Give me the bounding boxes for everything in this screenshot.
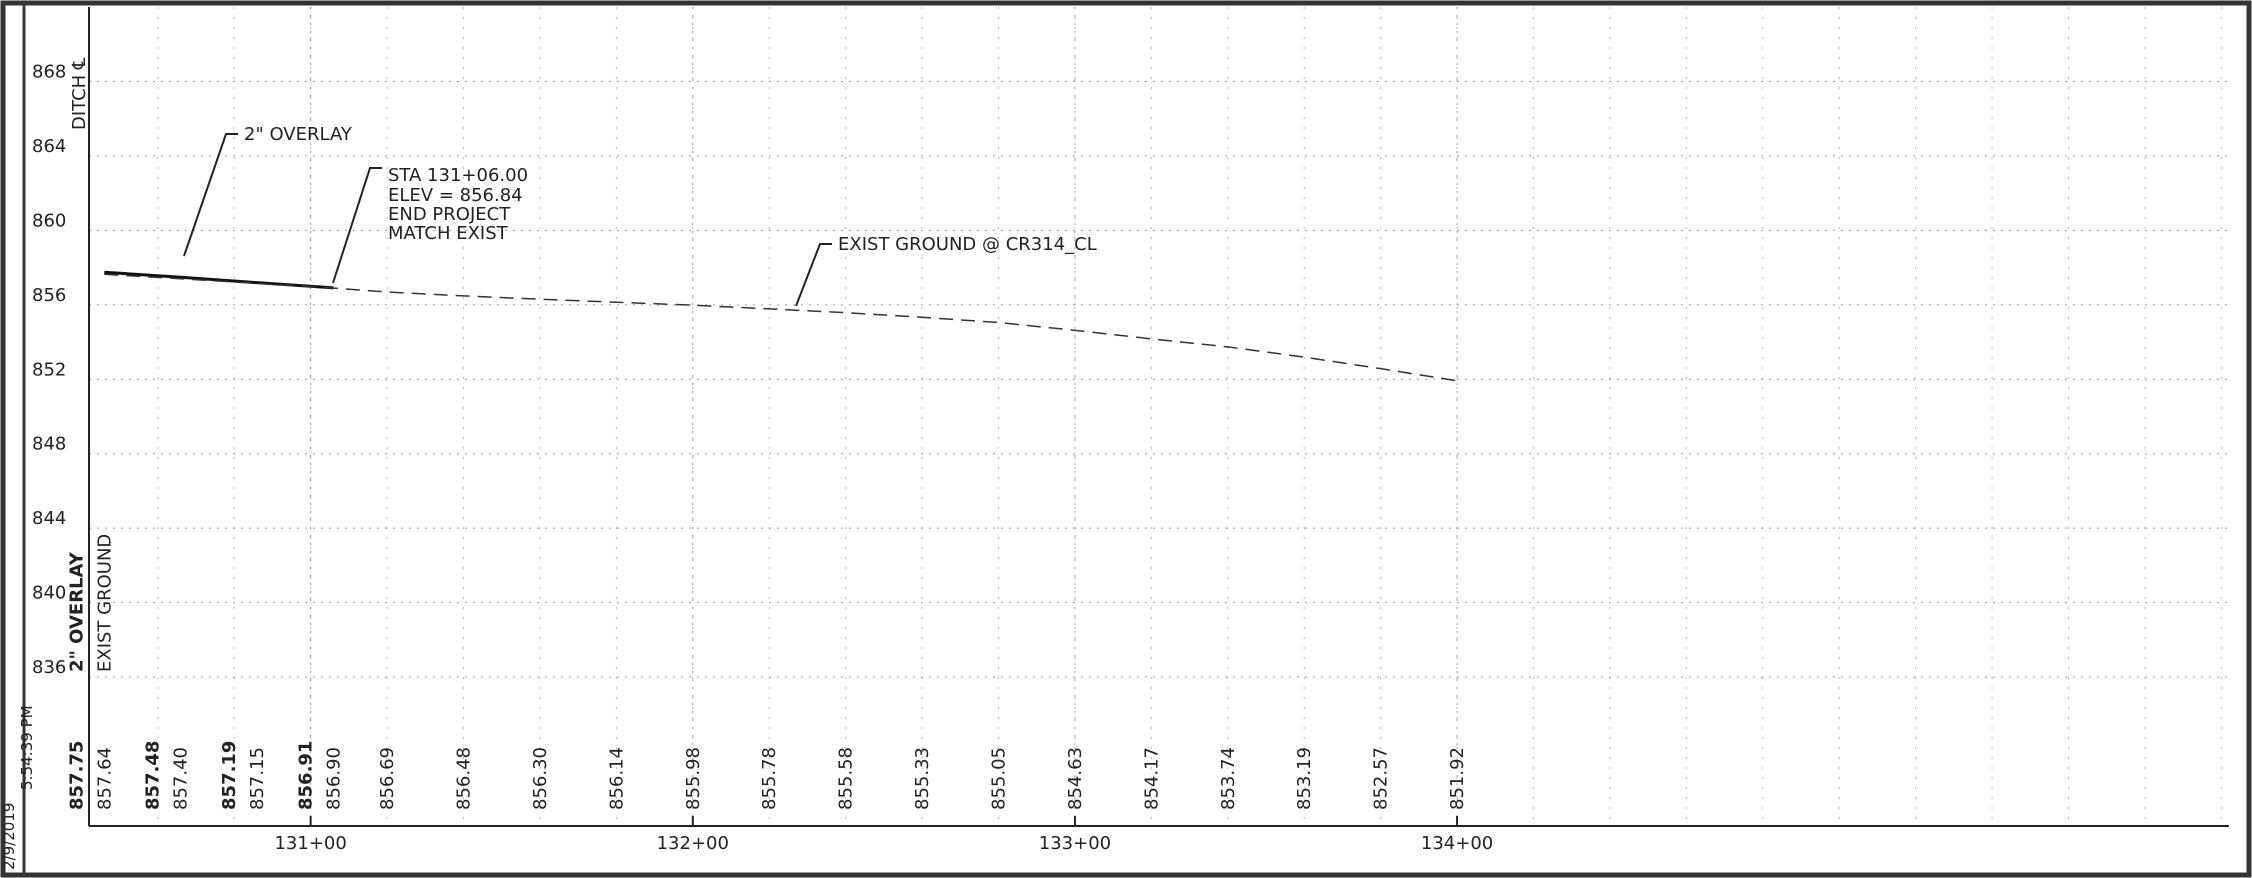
annotation: EXIST GROUND @ CR314_CL [838,234,1097,255]
annotation: END PROJECT [388,204,511,225]
annotation: ELEV = 856.84 [388,185,523,206]
y-tick-label: 836 [32,657,66,678]
value-label: 856.14 [606,747,627,810]
y-tick-label: 840 [32,583,66,604]
y-tick-label: 856 [32,285,66,306]
profile-line [104,273,1458,382]
row-label: 2" OVERLAY [66,551,87,672]
ditch-label: DITCH ℄ [69,57,90,130]
row-label: EXIST GROUND [94,534,115,672]
value-label: 855.78 [759,747,780,810]
profile-line [104,270,334,290]
value-label: 855.05 [989,747,1010,810]
annotation: STA 131+06.00 [388,165,528,186]
value-label: 853.74 [1218,747,1239,810]
value-label: 852.57 [1371,747,1392,810]
y-tick-label: 860 [32,210,66,231]
y-tick-label: 864 [32,136,66,157]
value-label: 856.48 [454,747,475,810]
x-tick-label: 131+00 [274,833,346,854]
value-label: 857.15 [247,747,268,810]
x-tick-label: 133+00 [1039,833,1111,854]
value-label: 857.48 [143,741,164,810]
y-tick-label: 868 [32,61,66,82]
value-label: 855.98 [683,747,704,810]
leader [183,133,238,257]
leader [332,167,382,284]
value-label: 857.19 [219,741,240,810]
value-label: 856.91 [296,741,317,810]
annotation: MATCH EXIST [388,223,509,244]
plot-time: 5:54:39 PM [18,705,36,790]
value-label: 857.64 [94,747,115,810]
value-label: 854.63 [1065,747,1086,810]
value-label: 856.90 [324,747,345,810]
value-label: 854.17 [1141,747,1162,810]
y-tick-label: 848 [32,434,66,455]
y-tick-label: 852 [32,359,66,380]
value-label: 855.33 [912,747,933,810]
value-label: 855.58 [836,747,857,810]
leader [795,243,832,307]
value-label: 857.40 [171,747,192,810]
value-label: 857.75 [66,741,87,810]
value-label: 856.69 [377,747,398,810]
value-label: 856.30 [530,747,551,810]
value-label: 853.19 [1294,747,1315,810]
x-tick-label: 132+00 [657,833,729,854]
annotation: 2" OVERLAY [244,124,353,145]
plot-date: 2/9/2019 [0,803,18,870]
x-tick-label: 134+00 [1421,833,1493,854]
y-tick-label: 844 [32,508,66,529]
value-label: 851.92 [1447,747,1468,810]
